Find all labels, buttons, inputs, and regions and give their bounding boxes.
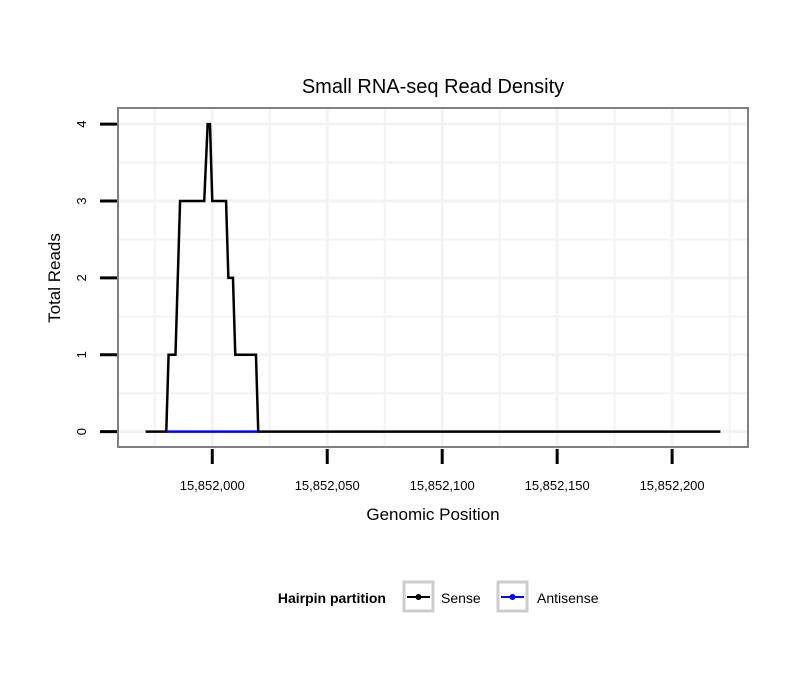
series-layer — [145, 122, 721, 433]
x-axis-label: Genomic Position — [366, 505, 499, 524]
x-tick-label: 15,852,050 — [295, 478, 360, 493]
legend-point-antisense — [509, 594, 516, 600]
chart-title: Small RNA-seq Read Density — [302, 76, 564, 98]
x-tick-label: 15,852,000 — [180, 478, 245, 493]
legend-label-antisense: Antisense — [537, 590, 599, 606]
y-axis-label: Total Reads — [45, 233, 64, 323]
y-tick-label: 1 — [74, 351, 89, 358]
y-tick-label: 2 — [74, 274, 89, 281]
axes: 15,852,000 15,852,050 15,852,100 15,852,150… — [74, 121, 705, 493]
series-line-sense — [145, 122, 721, 433]
legend-title: Hairpin partition — [278, 590, 386, 606]
x-tick-label: 15,852,150 — [525, 478, 590, 493]
legend-label-sense: Sense — [441, 590, 481, 606]
legend: Hairpin partition Sense Antisense — [278, 580, 599, 613]
y-tick-label: 3 — [74, 197, 89, 204]
x-tick-label: 15,852,200 — [640, 478, 705, 493]
plot-border — [117, 107, 749, 448]
grid — [118, 108, 748, 447]
y-tick-label: 4 — [74, 121, 89, 128]
x-tick-label: 15,852,100 — [410, 478, 475, 493]
legend-point-sense — [415, 594, 422, 600]
y-tick-label: 0 — [74, 428, 89, 435]
